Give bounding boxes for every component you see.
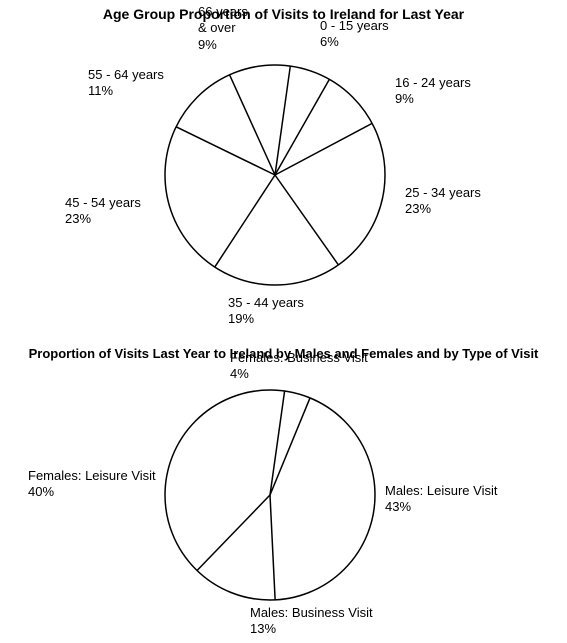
chart1-slice-label-0: 0 - 15 years 6% — [320, 18, 389, 51]
chart2-slice-label-2: Males: Business Visit 13% — [250, 605, 373, 638]
chart2-slice-label-0: Females: Business Visit 4% — [230, 350, 368, 383]
chart2-slice-label-3: Females: Leisure Visit 40% — [28, 468, 156, 501]
age-group-pie-chart: Age Group Proportion of Visits to Irelan… — [0, 0, 567, 340]
chart1-slice-label-6: 66 years & over 9% — [198, 4, 248, 53]
chart1-title: Age Group Proportion of Visits to Irelan… — [0, 0, 567, 22]
chart2-slice-label-1: Males: Leisure Visit 43% — [385, 483, 497, 516]
chart1-slice-label-2: 25 - 34 years 23% — [405, 185, 481, 218]
gender-type-pie-chart: Proportion of Visits Last Year to Irelan… — [0, 340, 567, 640]
chart1-slice-label-3: 35 - 44 years 19% — [228, 295, 304, 328]
chart1-slice-label-5: 55 - 64 years 11% — [88, 67, 164, 100]
chart1-slice-label-1: 16 - 24 years 9% — [395, 75, 471, 108]
chart1-slice-label-4: 45 - 54 years 23% — [65, 195, 141, 228]
